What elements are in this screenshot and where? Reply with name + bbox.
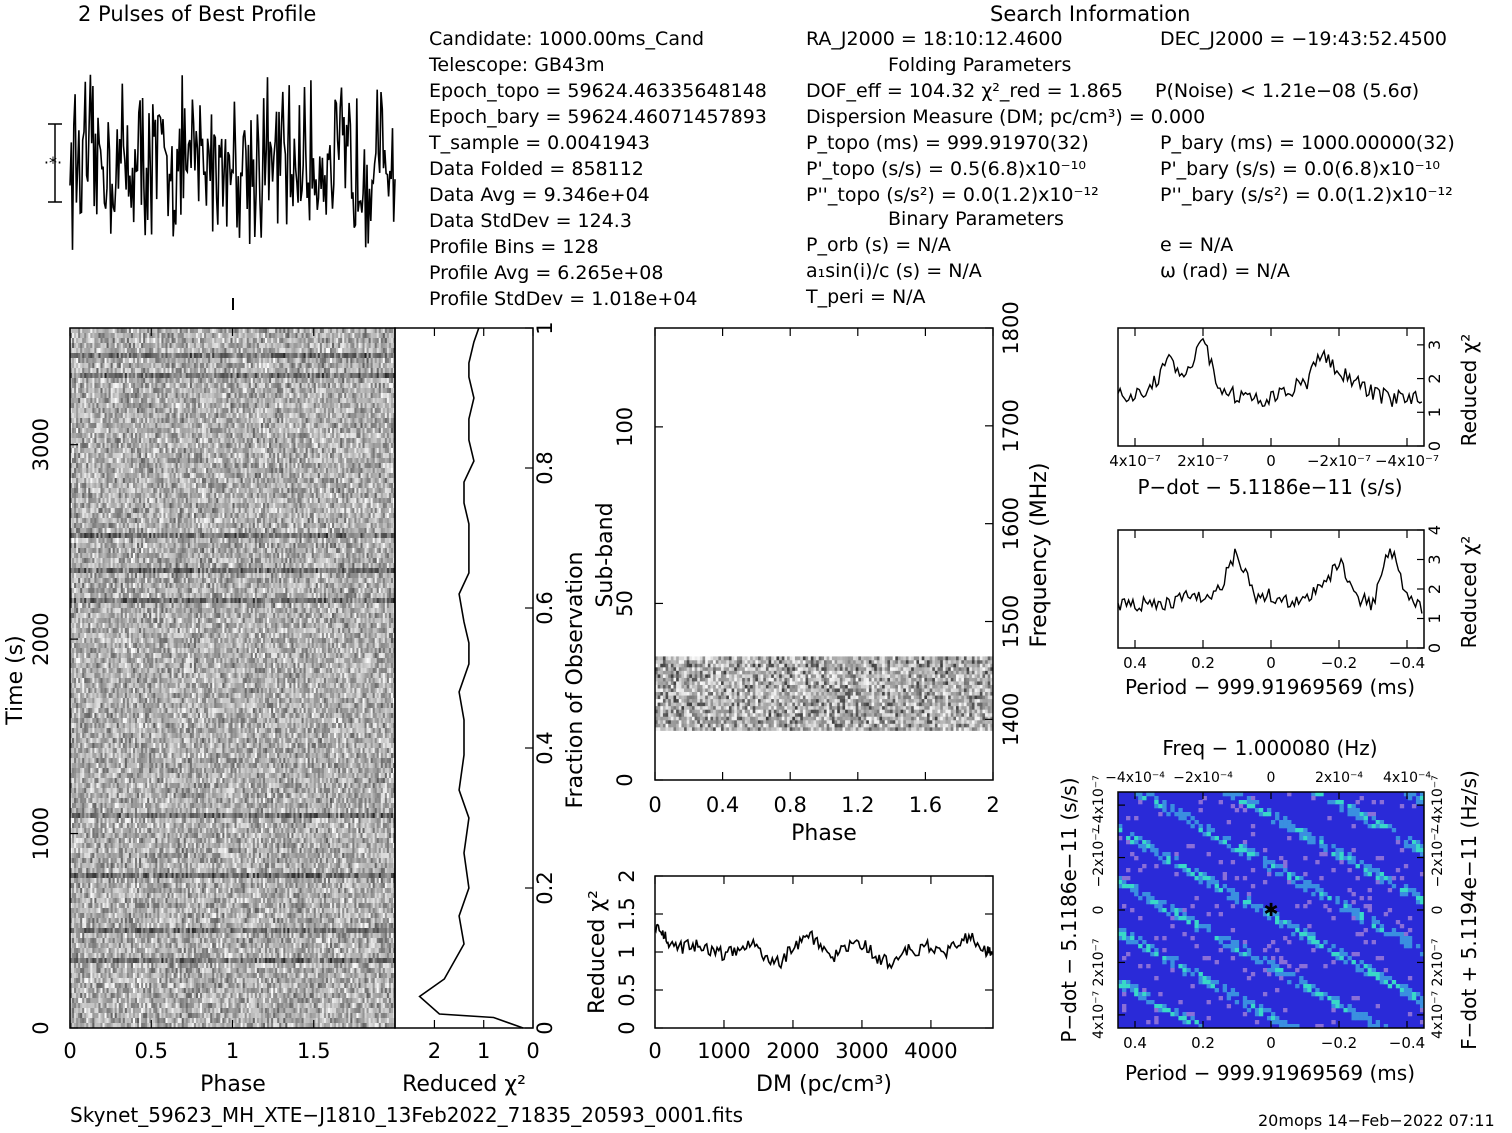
profile-trace <box>70 75 395 250</box>
profile-mean-marker: ·*· <box>44 153 62 172</box>
time-phase-heatmap <box>70 328 395 1028</box>
